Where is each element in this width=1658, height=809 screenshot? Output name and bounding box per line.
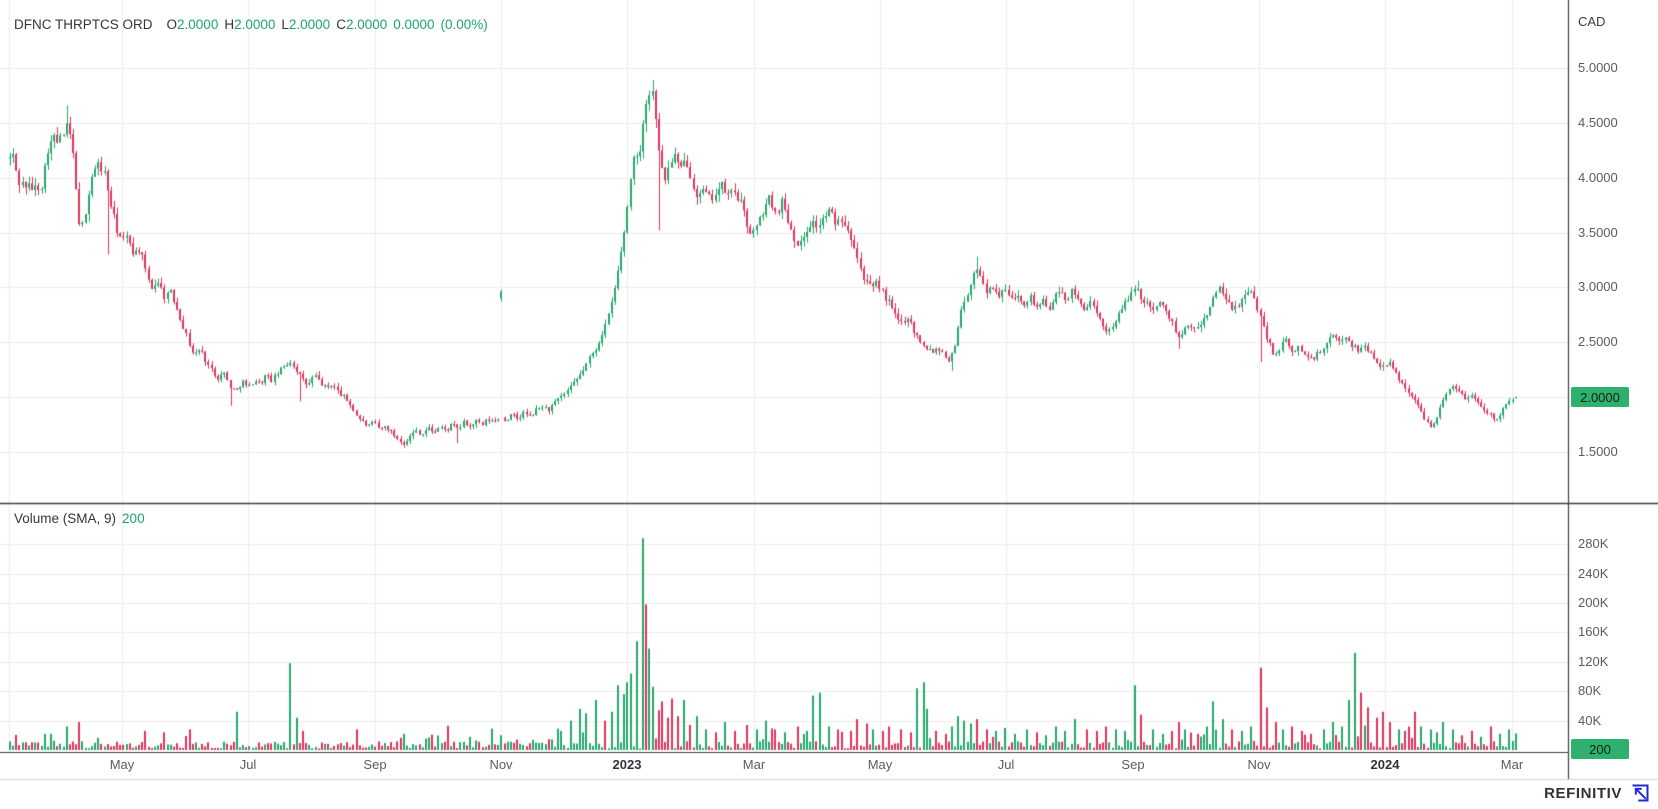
high-label: H: [224, 17, 235, 32]
open-value: 2.0000: [177, 17, 219, 32]
last-volume-badge: 200: [1571, 739, 1629, 759]
time-tick-Nov: Nov: [1247, 757, 1271, 772]
change-pct-value: (0.00%): [440, 17, 488, 32]
time-tick-Sep: Sep: [363, 757, 387, 772]
time-tick-Nov: Nov: [489, 757, 513, 772]
time-tick-Mar: Mar: [1500, 757, 1524, 772]
time-tick-May: May: [867, 757, 893, 772]
volume-indicator-label: Volume (SMA, 9): [14, 511, 117, 526]
close-label: C: [336, 17, 346, 32]
price-tick-4.0000: 4.0000: [1578, 169, 1618, 185]
last-price-badge: 2.0000: [1571, 387, 1629, 408]
price-legend: DFNC THRPTCS ORD O2.0000 H2.0000 L2.0000 C2.…: [14, 17, 494, 32]
volume-tick-40K: 40K: [1578, 712, 1602, 728]
close-value: 2.0000: [345, 17, 388, 32]
refinitiv-wordmark: REFINITIV: [1544, 784, 1622, 802]
footer: REFINITIV: [1544, 783, 1650, 803]
time-tick-May: May: [109, 757, 135, 772]
time-tick-2024: 2024: [1370, 757, 1400, 772]
volume-tick-120K: 120K: [1578, 653, 1609, 669]
time-tick-Jul: Jul: [239, 757, 257, 772]
time-tick-Sep: Sep: [1121, 757, 1145, 772]
time-tick-Jul: Jul: [997, 757, 1015, 772]
price-tick-4.5000: 4.5000: [1578, 114, 1618, 130]
volume-tick-200K: 200K: [1578, 595, 1609, 610]
refinitiv-arrow-icon: [1632, 784, 1649, 802]
open-label: O: [166, 17, 178, 32]
volume-tick-80K: 80K: [1578, 683, 1602, 699]
price-tick-2.5000: 2.5000: [1578, 334, 1618, 350]
volume-tick-280K: 280K: [1578, 536, 1609, 552]
volume-legend: Volume (SMA, 9) 200: [14, 511, 145, 526]
currency-label: CAD: [1578, 14, 1606, 29]
low-label: L: [281, 17, 289, 32]
volume-tick-240K: 240K: [1578, 565, 1609, 581]
change-value: 0.0000: [393, 17, 435, 32]
price-tick-3.5000: 3.5000: [1578, 224, 1618, 240]
time-tick-2023: 2023: [612, 757, 642, 772]
price-tick-5.0000: 5.0000: [1578, 60, 1618, 75]
price-tick-1.5000: 1.5000: [1578, 443, 1618, 459]
low-value: 2.0000: [288, 17, 331, 32]
high-value: 2.0000: [234, 17, 276, 32]
instrument-name: DFNC THRPTCS ORD: [14, 17, 153, 32]
volume-tick-160K: 160K: [1578, 624, 1609, 640]
price-tick-3.0000: 3.0000: [1578, 279, 1618, 295]
volume-sma-value: 200: [122, 511, 145, 526]
time-tick-Mar: Mar: [742, 757, 766, 772]
